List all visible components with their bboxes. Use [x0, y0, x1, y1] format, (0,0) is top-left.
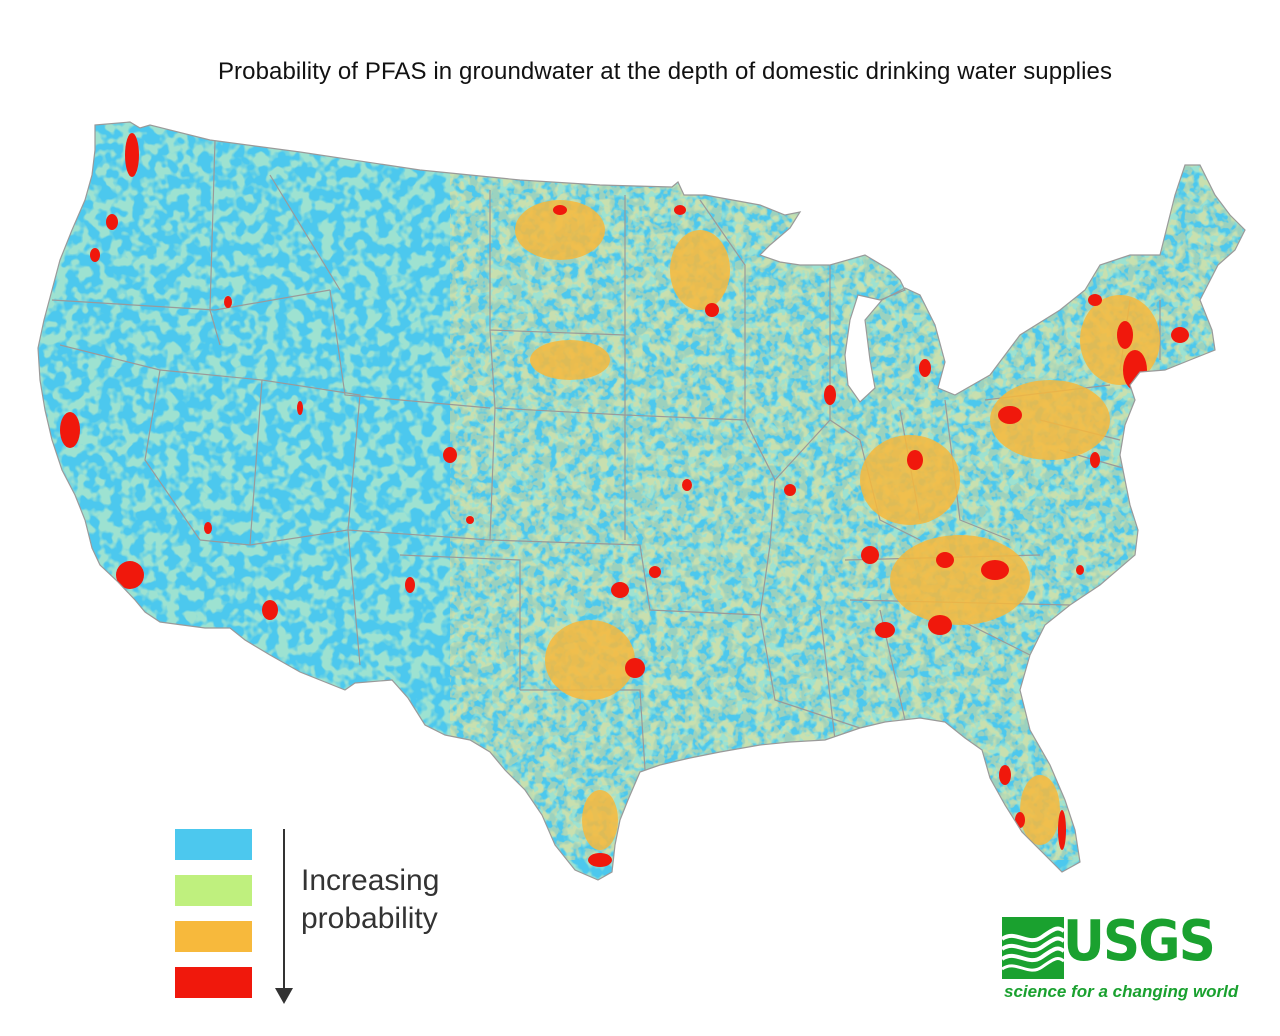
legend-swatch-moderate: [175, 875, 252, 906]
legend-arrow-line: [283, 829, 285, 993]
legend-label-line2: probability: [301, 902, 438, 935]
probability-layer: [38, 122, 1245, 880]
usgs-logo: USGS science for a changing world: [1000, 909, 1239, 1005]
legend-swatch-highest: [175, 967, 252, 998]
highest-probability-zones: [60, 133, 1189, 867]
legend-label-line1: Increasing: [301, 864, 440, 897]
map-title: Probability of PFAS in groundwater at th…: [217, 58, 1113, 85]
usgs-wordmark: USGS: [1063, 909, 1216, 974]
legend-swatch-low: [175, 829, 252, 860]
legend-arrow-down-icon: [275, 988, 293, 1004]
legend-swatch-high: [175, 921, 252, 952]
usgs-tagline: science for a changing world: [1004, 982, 1239, 1001]
legend-label: Increasing probability: [301, 862, 439, 938]
usgs-wave-icon: [1002, 917, 1064, 979]
